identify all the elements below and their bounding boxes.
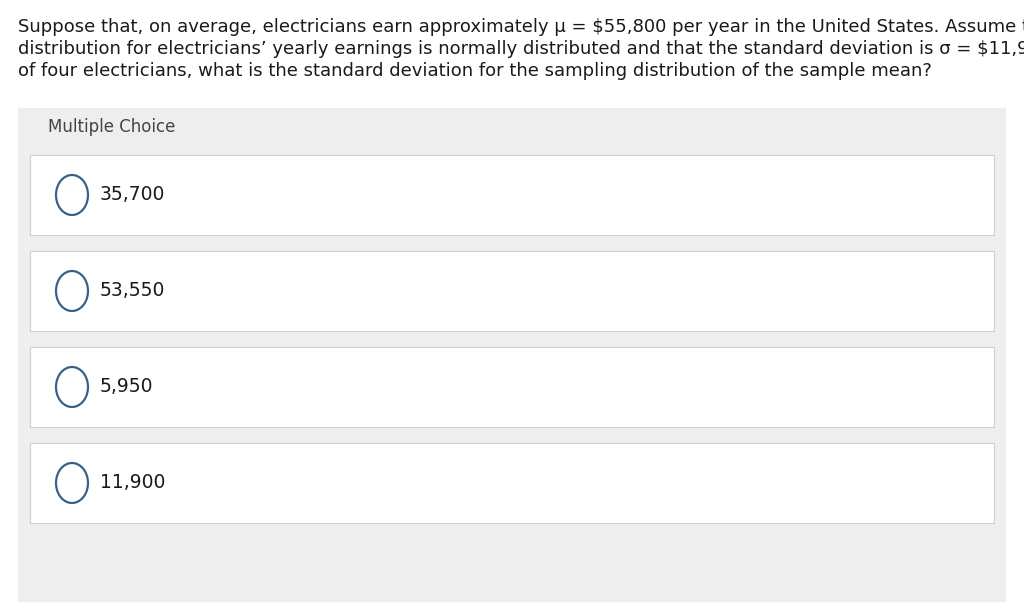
Text: Suppose that, on average, electricians earn approximately μ = $55,800 per year i: Suppose that, on average, electricians e… bbox=[18, 18, 1024, 36]
Bar bbox=[18, 108, 1006, 602]
Text: Multiple Choice: Multiple Choice bbox=[48, 118, 175, 136]
Text: of four electricians, what is the standard deviation for the sampling distributi: of four electricians, what is the standa… bbox=[18, 62, 932, 80]
Text: distribution for electricians’ yearly earnings is normally distributed and that : distribution for electricians’ yearly ea… bbox=[18, 40, 1024, 58]
Text: 11,900: 11,900 bbox=[100, 474, 165, 493]
Text: 53,550: 53,550 bbox=[100, 282, 165, 300]
Text: 35,700: 35,700 bbox=[100, 185, 165, 204]
Bar bbox=[30, 347, 994, 427]
Text: 5,950: 5,950 bbox=[100, 378, 154, 397]
Bar bbox=[30, 251, 994, 331]
Bar bbox=[30, 155, 994, 235]
Bar bbox=[30, 443, 994, 523]
